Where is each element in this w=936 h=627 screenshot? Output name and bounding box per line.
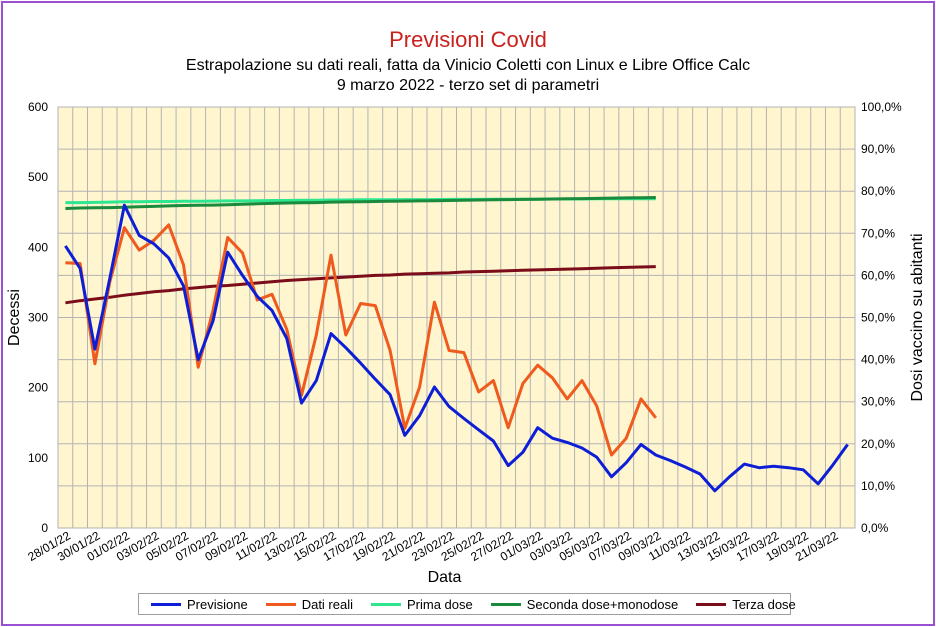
legend-label: Dati reali <box>301 596 353 612</box>
y2-axis-label: Dosi vaccino su abitanti <box>909 233 926 401</box>
series-line-terza-dose <box>65 265 656 305</box>
gridlines <box>57 106 856 529</box>
series-line-previsione <box>64 203 849 493</box>
legend-swatch <box>371 602 401 606</box>
y-tick-label: 200 <box>28 381 48 395</box>
y-tick-label: 0 <box>41 521 48 535</box>
series-line-seconda-dose-monodose <box>65 196 656 210</box>
y-tick-label: 400 <box>28 240 48 254</box>
chart-subtitle-date: 9 marzo 2022 - terzo set di parametri <box>336 77 600 94</box>
legend-item: Terza dose <box>696 597 796 612</box>
legend-label: Seconda dose+monodose <box>526 596 679 612</box>
legend-swatch <box>696 602 727 606</box>
y2-tick-label: 90,0% <box>861 142 895 156</box>
legend-swatch <box>265 602 296 606</box>
x-axis-label: Data <box>428 569 462 586</box>
legend-item: Previsione <box>151 597 248 612</box>
legend-label: Terza dose <box>732 596 796 612</box>
y2-tick-label: 10,0% <box>861 479 895 493</box>
y2-tick-label: 50,0% <box>861 311 895 325</box>
y-tick-label: 500 <box>28 170 48 184</box>
y2-tick-label: 20,0% <box>861 437 895 451</box>
legend-swatch <box>490 602 521 606</box>
y2-tick-label: 100,0% <box>861 100 902 114</box>
legend-label: Prima dose <box>407 596 473 612</box>
y2-tick-label: 0,0% <box>861 521 889 535</box>
legend-item: Prima dose <box>371 597 473 612</box>
y-tick-label: 300 <box>28 311 48 325</box>
series-lines <box>64 196 849 493</box>
y2-tick-label: 40,0% <box>861 353 895 367</box>
chart-legend: Previsione Dati reali Prima dose Seconda do… <box>138 593 796 615</box>
y2-tick-label: 80,0% <box>861 184 895 198</box>
legend-item: Dati reali <box>265 596 353 612</box>
y2-tick-label: 70,0% <box>861 226 895 240</box>
y-tick-label: 600 <box>28 100 48 114</box>
y-axis-label: Decessi <box>6 289 23 346</box>
y2-tick-label: 30,0% <box>861 395 895 409</box>
legend-item: Seconda dose+monodose <box>490 596 679 612</box>
y-tick-label: 100 <box>28 451 48 465</box>
y2-tick-label: 60,0% <box>861 268 895 282</box>
chart-subtitle: Estrapolazione su dati reali, fatta da V… <box>185 57 751 74</box>
legend-swatch <box>151 602 181 606</box>
legend-label: Previsione <box>187 596 248 612</box>
series-line-dati-reali <box>65 223 657 457</box>
chart-title: Previsioni Covid <box>389 27 547 52</box>
